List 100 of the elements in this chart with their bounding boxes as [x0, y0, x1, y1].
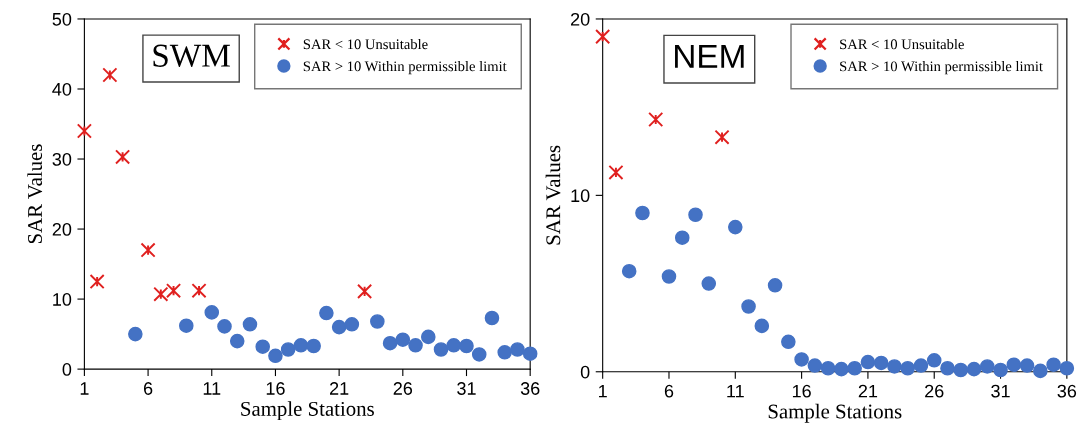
x-tick-label: 36	[1057, 384, 1077, 398]
x-axis-title: Sample Stations	[768, 403, 902, 423]
y-tick-label: 10	[571, 189, 590, 203]
point	[635, 205, 650, 221]
x-tick-label: 26	[925, 384, 944, 398]
point	[115, 149, 131, 165]
point	[1033, 363, 1048, 379]
point	[408, 338, 423, 353]
point	[280, 342, 296, 357]
x-tick-label: 26	[393, 382, 413, 395]
point	[229, 333, 245, 349]
point	[191, 283, 207, 299]
point	[255, 339, 270, 354]
x-tick-label: 36	[520, 382, 540, 395]
point	[484, 310, 500, 326]
point	[319, 305, 334, 321]
point	[900, 360, 915, 376]
point	[357, 283, 373, 299]
x-tick-label: 21	[330, 382, 349, 395]
point	[953, 362, 969, 378]
point	[89, 274, 105, 290]
point	[714, 129, 730, 145]
point	[993, 362, 1008, 378]
x-tick-label: 31	[457, 382, 476, 395]
x-tick-label: 1	[599, 384, 607, 398]
point	[688, 207, 703, 223]
x-tick-label: 6	[664, 384, 674, 398]
legend-label: SAR > 10 Within permissible limit	[840, 60, 1043, 75]
point	[331, 319, 347, 335]
point	[794, 352, 809, 367]
y-tick-label: 0	[62, 363, 72, 376]
x-tick-label: 31	[991, 384, 1010, 398]
y-tick-label: 20	[52, 222, 72, 236]
x-tick-label: 11	[727, 384, 744, 398]
point	[966, 361, 982, 377]
y-tick-label: 10	[53, 293, 72, 306]
point	[522, 346, 538, 361]
point	[728, 219, 743, 235]
point	[979, 359, 995, 374]
point	[820, 360, 836, 376]
point	[873, 355, 889, 371]
point	[76, 123, 92, 139]
point	[268, 348, 283, 364]
point	[370, 314, 385, 329]
point	[395, 332, 411, 347]
point	[1006, 357, 1022, 372]
point	[754, 318, 770, 334]
x-tick-label: 16	[266, 382, 285, 395]
point	[674, 230, 690, 245]
y-tick-label: 0	[580, 365, 590, 379]
point	[1019, 358, 1035, 373]
y-tick-label: 50	[52, 12, 72, 26]
point	[1046, 357, 1061, 372]
x-tick-label: 1	[80, 382, 89, 395]
y-tick-label: 40	[52, 82, 72, 96]
point	[165, 283, 182, 299]
point	[293, 338, 309, 353]
y-axis-title: SAR Values	[545, 145, 561, 245]
point	[926, 353, 942, 368]
x-tick-label: 6	[143, 382, 153, 395]
x-tick-label: 16	[792, 384, 811, 398]
y-tick-label: 30	[52, 152, 72, 166]
legend-label: SAR < 10 Unsuitable	[303, 38, 428, 50]
point	[433, 342, 449, 357]
point	[179, 318, 194, 333]
point	[497, 345, 512, 360]
point	[781, 334, 796, 350]
point	[701, 276, 717, 291]
point	[887, 359, 902, 374]
x-tick-label: 11	[203, 382, 221, 395]
x-axis-title: Sample Stations	[241, 401, 374, 421]
point	[621, 263, 637, 279]
annotation: SWM	[153, 44, 230, 68]
point	[860, 354, 876, 370]
point	[217, 319, 232, 334]
point	[595, 29, 611, 45]
point	[204, 305, 220, 320]
point	[807, 358, 823, 373]
point	[242, 317, 258, 332]
point	[153, 286, 169, 302]
annotation: NEM	[675, 44, 744, 68]
point	[834, 361, 849, 377]
point	[459, 338, 474, 354]
x-tick-label: 21	[858, 384, 878, 398]
point	[421, 329, 436, 345]
y-axis-title: SAR Values	[27, 144, 43, 244]
point	[767, 278, 783, 293]
point	[661, 269, 677, 284]
y-tick-label: 20	[571, 12, 590, 26]
point	[306, 338, 321, 354]
point	[102, 67, 118, 83]
point	[446, 338, 462, 353]
point	[510, 342, 525, 357]
point	[648, 111, 664, 128]
point	[741, 299, 756, 314]
point	[940, 360, 955, 376]
point	[471, 347, 487, 362]
legend-label: SAR < 10 Unsuitable	[840, 38, 964, 50]
point	[382, 335, 398, 351]
point	[140, 242, 156, 258]
